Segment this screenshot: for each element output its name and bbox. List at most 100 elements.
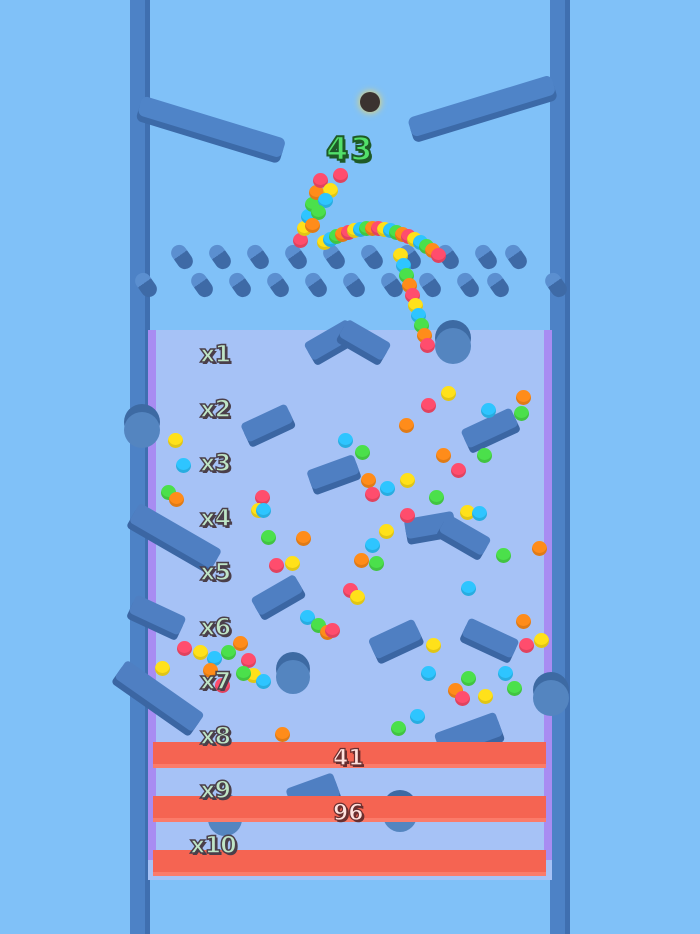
peg [225, 269, 255, 301]
barrier-3 [153, 850, 546, 876]
ball [400, 508, 415, 523]
ball [241, 653, 256, 668]
cylinder-obstacle [435, 328, 471, 364]
ball [338, 433, 353, 448]
ball [296, 531, 311, 546]
ball [361, 473, 376, 488]
ball [514, 406, 529, 421]
ball [519, 638, 534, 653]
peg [453, 269, 483, 301]
peg [483, 269, 513, 301]
peg [471, 241, 501, 273]
ball [177, 641, 192, 656]
cylinder-obstacle [124, 412, 160, 448]
ball [534, 633, 549, 648]
ball [477, 448, 492, 463]
ball [399, 418, 414, 433]
ball [221, 645, 236, 660]
ball [460, 505, 475, 520]
multiplier-label: x10 [189, 830, 237, 860]
ball [420, 338, 435, 353]
bomb-icon [360, 92, 380, 112]
ball [256, 674, 271, 689]
ball [275, 727, 290, 742]
ball [285, 556, 300, 571]
barrier-2 [153, 796, 546, 822]
ball [441, 386, 456, 401]
multiplier-label: x3 [199, 448, 232, 478]
ball [451, 463, 466, 478]
ball [350, 590, 365, 605]
ball [355, 445, 370, 460]
ball [379, 524, 394, 539]
cylinder-obstacle [533, 680, 569, 716]
ball [293, 233, 308, 248]
multiplier-label: x9 [199, 775, 232, 805]
ball [455, 691, 470, 706]
ball [318, 193, 333, 208]
peg [205, 241, 235, 273]
ball [325, 623, 340, 638]
peg [357, 241, 387, 273]
ball [391, 721, 406, 736]
left-wall [130, 0, 150, 934]
peg [501, 241, 531, 273]
ball [516, 614, 531, 629]
ball-count: 43 [325, 129, 375, 169]
ball [255, 490, 270, 505]
multiplier-label: x6 [199, 612, 232, 642]
ball [431, 247, 446, 263]
left-ramp [137, 95, 287, 159]
ball [207, 651, 222, 666]
ball [380, 481, 395, 496]
ball [498, 666, 513, 681]
cylinder-obstacle [276, 660, 310, 694]
ball [532, 541, 547, 556]
ball [461, 581, 476, 596]
peg [167, 241, 197, 273]
ball [496, 548, 511, 563]
ball [421, 666, 436, 681]
peg [339, 269, 369, 301]
barrier-1-count: 41 [332, 745, 364, 771]
ball [333, 168, 348, 183]
barrier-1 [153, 742, 546, 768]
peg [301, 269, 331, 301]
ball [421, 398, 436, 413]
ball [233, 636, 248, 651]
ball [369, 556, 384, 571]
barrier-2-count: 96 [332, 800, 364, 826]
right-wall [550, 0, 570, 934]
ball [400, 473, 415, 488]
ball [236, 666, 251, 681]
ball [168, 433, 183, 448]
right-rail [544, 330, 552, 860]
ball [516, 390, 531, 405]
ball [169, 492, 184, 507]
ball [155, 661, 170, 676]
ball [365, 487, 380, 502]
ball [203, 663, 218, 678]
right-ramp [407, 74, 557, 138]
left-rail [148, 330, 156, 860]
ball [478, 689, 493, 704]
multiplier-label: x8 [199, 721, 232, 751]
multiplier-label: x4 [199, 503, 232, 533]
multiplier-label: x7 [199, 666, 232, 696]
ball [461, 671, 476, 686]
ball [215, 678, 230, 693]
peg [243, 241, 273, 273]
peg [187, 269, 217, 301]
peg [415, 269, 445, 301]
peg [263, 269, 293, 301]
ball [507, 681, 522, 696]
ball [269, 558, 284, 573]
ball [311, 205, 326, 220]
ball [472, 506, 487, 521]
ball [261, 530, 276, 545]
multiplier-label: x2 [199, 394, 232, 424]
ball [354, 553, 369, 568]
ball [365, 538, 380, 553]
ball [193, 645, 208, 660]
multiplier-label: x1 [199, 339, 232, 369]
